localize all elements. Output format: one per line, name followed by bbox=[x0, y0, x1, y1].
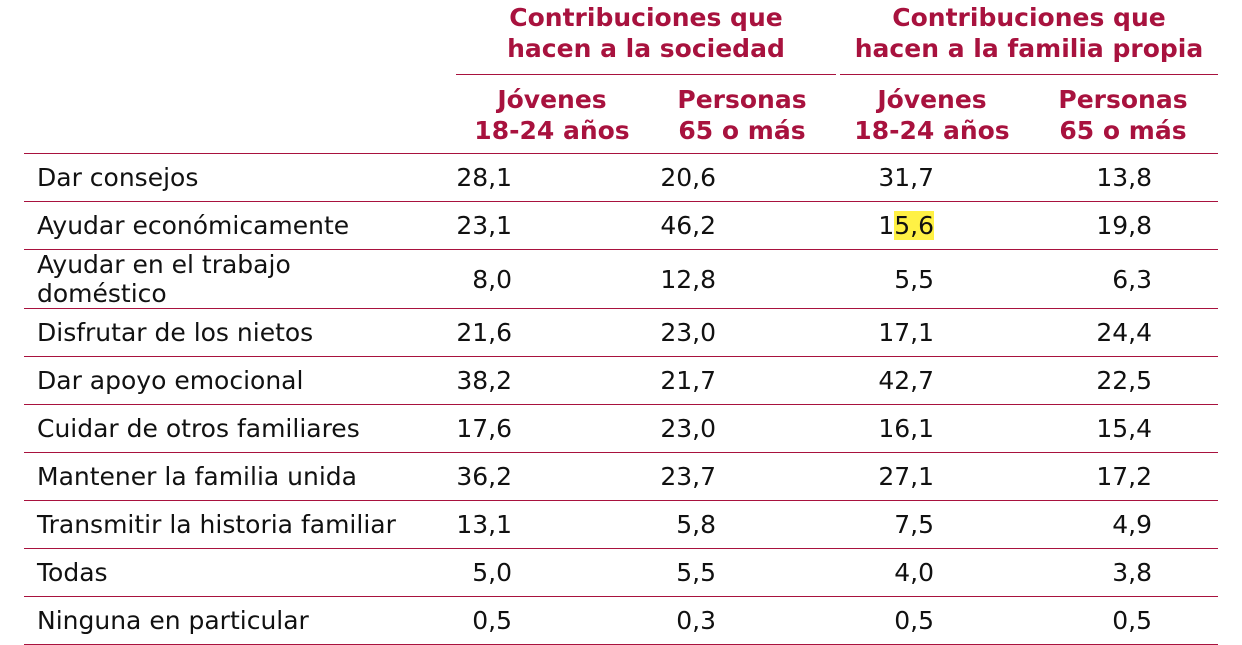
table-cell: 5,0 bbox=[398, 548, 565, 597]
table-cell: 23,7 bbox=[564, 452, 782, 501]
cell-plain-part: 1 bbox=[878, 211, 895, 240]
table-cell: 6,3 bbox=[999, 249, 1218, 309]
subheader-line1: Jóvenes bbox=[497, 85, 607, 114]
table-cell: 17,6 bbox=[398, 404, 565, 453]
group-header-family: Contribuciones que hacen a la familia pr… bbox=[840, 2, 1218, 70]
table-cell: 13,1 bbox=[398, 500, 565, 549]
row-label: Transmitir la historia familiar bbox=[24, 500, 399, 549]
table-cell: 17,1 bbox=[782, 308, 1000, 357]
group-header-society: Contribuciones que hacen a la sociedad bbox=[456, 2, 836, 70]
table-row: Dar apoyo emocional 38,2 21,7 42,7 22,5 bbox=[24, 356, 1218, 405]
group-header-family-line2: hacen a la familia propia bbox=[854, 34, 1204, 63]
group-header-family-line1: Contribuciones que bbox=[892, 3, 1166, 32]
subheader-line1: Personas bbox=[1058, 85, 1188, 114]
table-cell: 7,5 bbox=[782, 500, 1000, 549]
table-cell: 3,8 bbox=[999, 548, 1218, 597]
table-cell: 16,1 bbox=[782, 404, 1000, 453]
table-cell: 21,7 bbox=[564, 356, 782, 405]
group-header-society-line2: hacen a la sociedad bbox=[507, 34, 785, 63]
table-row: Todas 5,0 5,5 4,0 3,8 bbox=[24, 548, 1218, 597]
highlight-mark: 5,6 bbox=[894, 211, 934, 240]
table-cell: 12,8 bbox=[564, 249, 782, 309]
table-cell: 17,2 bbox=[999, 452, 1218, 501]
table-cell: 15,4 bbox=[999, 404, 1218, 453]
row-label: Mantener la familia unida bbox=[24, 452, 399, 501]
subheader-family-young: Jóvenes 18-24 años bbox=[840, 84, 1024, 148]
group-header-society-line1: Contribuciones que bbox=[509, 3, 783, 32]
table-cell: 38,2 bbox=[398, 356, 565, 405]
table-cell: 13,8 bbox=[999, 154, 1218, 202]
table-cell: 15,6 bbox=[782, 201, 1000, 250]
table-row: Ayudar en el trabajo doméstico 8,0 12,8 5,5… bbox=[24, 249, 1218, 309]
subheader-family-elderly: Personas 65 o más bbox=[1028, 84, 1218, 148]
subheader-line2: 18-24 años bbox=[854, 116, 1010, 145]
table-cell: 19,8 bbox=[999, 201, 1218, 250]
row-label: Ayudar en el trabajo doméstico bbox=[24, 249, 399, 309]
table-cell: 27,1 bbox=[782, 452, 1000, 501]
row-label: Disfrutar de los nietos bbox=[24, 308, 399, 357]
group-rule-society bbox=[456, 74, 836, 75]
subheader-society-elderly: Personas 65 o más bbox=[648, 84, 836, 148]
row-label: Dar consejos bbox=[24, 154, 399, 202]
table-row: Mantener la familia unida 36,2 23,7 27,1 17,… bbox=[24, 452, 1218, 501]
table-cell: 28,1 bbox=[398, 154, 565, 202]
table-cell: 5,5 bbox=[564, 548, 782, 597]
table-row: Dar consejos 28,1 20,6 31,7 13,8 bbox=[24, 154, 1218, 202]
row-label: Dar apoyo emocional bbox=[24, 356, 399, 405]
table-cell: 23,0 bbox=[564, 308, 782, 357]
table-cell: 5,5 bbox=[782, 249, 1000, 309]
table-cell: 36,2 bbox=[398, 452, 565, 501]
subheader-line1: Jóvenes bbox=[877, 85, 987, 114]
subheader-line1: Personas bbox=[677, 85, 807, 114]
row-label: Ayudar económicamente bbox=[24, 201, 399, 250]
header-rule bbox=[24, 153, 1218, 154]
table-cell: 23,0 bbox=[564, 404, 782, 453]
subheader-line2: 18-24 años bbox=[474, 116, 630, 145]
subheader-line2: 65 o más bbox=[1059, 116, 1187, 145]
table-cell: 4,9 bbox=[999, 500, 1218, 549]
table-row: Cuidar de otros familiares 17,6 23,0 16,1 15… bbox=[24, 404, 1218, 453]
table-row: Disfrutar de los nietos 21,6 23,0 17,1 24,4 bbox=[24, 308, 1218, 357]
table-row: Ayudar económicamente 23,1 46,2 15,6 19,8 bbox=[24, 201, 1218, 250]
table-cell: 20,6 bbox=[564, 154, 782, 202]
contributions-table: Dar consejos 28,1 20,6 31,7 13,8 Ayudar econó… bbox=[24, 154, 1218, 645]
table-cell: 22,5 bbox=[999, 356, 1218, 405]
table-cell: 24,4 bbox=[999, 308, 1218, 357]
table-cell: 8,0 bbox=[398, 249, 565, 309]
table-row: Transmitir la historia familiar 13,1 5,8 7,… bbox=[24, 500, 1218, 549]
table-cell: 23,1 bbox=[398, 201, 565, 250]
row-label: Cuidar de otros familiares bbox=[24, 404, 399, 453]
subheader-society-young: Jóvenes 18-24 años bbox=[456, 84, 648, 148]
table-cell: 21,6 bbox=[398, 308, 565, 357]
subheader-line2: 65 o más bbox=[678, 116, 806, 145]
table-cell: 42,7 bbox=[782, 356, 1000, 405]
table-cell: 5,8 bbox=[564, 500, 782, 549]
table-cell: 31,7 bbox=[782, 154, 1000, 202]
group-rule-family bbox=[840, 74, 1218, 75]
table-cell: 46,2 bbox=[564, 201, 782, 250]
row-label: Todas bbox=[24, 548, 399, 597]
table-cell: 4,0 bbox=[782, 548, 1000, 597]
